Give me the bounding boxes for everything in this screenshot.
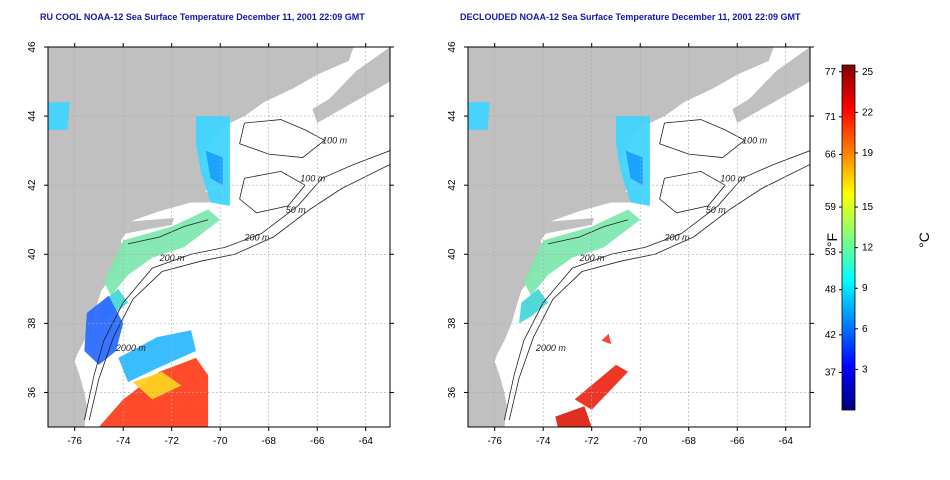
colorbar-c-label: 6 [862, 324, 868, 335]
sst-patch-south-cyan [118, 330, 196, 383]
x-tick-label: -72 [164, 436, 179, 447]
colorbar-f-label: 71 [825, 112, 837, 123]
x-tick-label: -70 [213, 436, 228, 447]
land-mass [48, 47, 354, 427]
contour-label: 100 m [742, 136, 768, 146]
left-map-svg[interactable]: 100 m 100 m 50 m 200 m 200 m 2000 m -76 -74 -72 -… [0, 0, 420, 475]
sst-patch-cape-cod-bay [625, 150, 643, 186]
sst-patch-shelf [523, 209, 641, 296]
sst-patch-gulf-stream-lower [555, 406, 592, 427]
contour-200m [503, 150, 810, 421]
y-tick-label: 38 [447, 317, 458, 329]
contour-2000m [88, 164, 390, 421]
contour-label: 200 m [579, 253, 606, 263]
colorbar-c-label: 25 [862, 67, 874, 78]
colorbar-c-label: 3 [862, 364, 868, 375]
y-tick-label: 36 [27, 386, 38, 398]
contour-label: 2000 m [115, 343, 147, 353]
sst-patch-northwest [48, 102, 70, 130]
map-content: 100 m 100 m 50 m 200 m 200 m 2000 m [468, 47, 810, 427]
x-tick-label: -72 [584, 436, 599, 447]
sst-patch-small [601, 333, 612, 345]
x-tick-label: -68 [681, 436, 696, 447]
contour-label: 200 m [159, 253, 186, 263]
x-tick-label: -64 [779, 436, 794, 447]
contour-gulf-of-maine [239, 119, 326, 158]
colorbar-gradient [841, 64, 856, 411]
land-mass [468, 47, 774, 427]
map-frame [467, 46, 811, 428]
sst-patch-coastal-blue [84, 295, 124, 365]
map-content: 100 m 100 m 50 m 200 m 200 m 2000 m [48, 47, 390, 427]
y-tick-label: 44 [27, 110, 38, 122]
right-map-panel[interactable]: 100 m 100 m 50 m 200 m 200 m 2000 m -76 -74 -72 -… [420, 0, 840, 480]
colorbar-svg: 77 71 66 59 53 48 42 37 25 22 19 15 12 9 6 3 °F °C [824, 64, 932, 411]
colorbar-f-label: 59 [825, 202, 837, 213]
colorbar-f-label: 66 [825, 149, 837, 160]
colorbar-c-label: 12 [862, 243, 874, 254]
x-tick-label: -74 [116, 436, 131, 447]
right-map-title: DECLOUDED NOAA-12 Sea Surface Temperatur… [460, 12, 801, 22]
x-tick-label: -64 [359, 436, 374, 447]
y-tick-label: 36 [447, 386, 458, 398]
sst-patch-gulf-stream [574, 364, 629, 410]
contour-200m [83, 150, 390, 421]
contour-georges-bank [239, 170, 306, 214]
colorbar-c-label: 22 [862, 107, 874, 118]
sst-patch-cape-cod-bay [205, 150, 223, 186]
left-map-panel[interactable]: 100 m 100 m 50 m 200 m 200 m 2000 m -76 -74 -72 -… [0, 0, 420, 480]
y-tick-label: 40 [447, 248, 458, 260]
sst-patch-northwest [468, 102, 490, 130]
long-island-land [545, 218, 595, 234]
x-tick-label: -74 [536, 436, 551, 447]
map-frame [47, 46, 391, 428]
contour-label: 100 m [300, 174, 326, 184]
contour-label: 200 m [663, 232, 690, 242]
y-tick-label: 44 [447, 110, 458, 122]
contour-label: 200 m [243, 232, 270, 242]
colorbar-f-label: 48 [825, 285, 837, 296]
colorbar-f-label: 37 [825, 367, 837, 378]
left-map-title: RU COOL NOAA-12 Sea Surface Temperature … [40, 12, 365, 22]
nova-scotia-land [732, 47, 810, 123]
x-tick-label: -66 [310, 436, 325, 447]
colorbar-c-label: 19 [862, 148, 874, 159]
long-island-land [125, 218, 175, 234]
y-tick-label: 42 [27, 179, 38, 191]
x-tick-label: -68 [261, 436, 276, 447]
contour-georges-bank [659, 170, 726, 214]
colorbar-unit-c: °C [916, 232, 932, 248]
temperature-colorbar: 77 71 66 59 53 48 42 37 25 22 19 15 12 9 6 3 °F °C [815, 55, 950, 425]
colorbar-c-label: 9 [862, 283, 868, 294]
x-tick-label: -66 [730, 436, 745, 447]
contour-label: 50 m [706, 205, 727, 215]
sst-patch-shelf [103, 209, 221, 296]
contour-gulf-of-maine [659, 119, 746, 158]
contour-label: 100 m [720, 174, 746, 184]
contour-label: 100 m [322, 136, 348, 146]
y-tick-label: 46 [27, 41, 38, 53]
contour-2000m [508, 164, 810, 421]
y-tick-label: 42 [447, 179, 458, 191]
y-tick-label: 38 [27, 317, 38, 329]
x-tick-label: -76 [67, 436, 82, 447]
nova-scotia-land [312, 47, 390, 123]
colorbar-f-label: 53 [825, 247, 837, 258]
right-map-svg[interactable]: 100 m 100 m 50 m 200 m 200 m 2000 m -76 -74 -72 -… [420, 0, 840, 475]
x-tick-label: -76 [487, 436, 502, 447]
colorbar-unit-f: °F [824, 233, 840, 247]
colorbar-c-label: 15 [862, 202, 874, 213]
x-tick-label: -70 [633, 436, 648, 447]
contour-label: 50 m [286, 205, 307, 215]
y-tick-label: 46 [447, 41, 458, 53]
contour-label: 2000 m [535, 343, 567, 353]
colorbar-f-label: 42 [825, 330, 837, 341]
y-tick-label: 40 [27, 248, 38, 260]
colorbar-f-label: 77 [825, 67, 837, 78]
sst-patch-delmarva [518, 288, 549, 324]
